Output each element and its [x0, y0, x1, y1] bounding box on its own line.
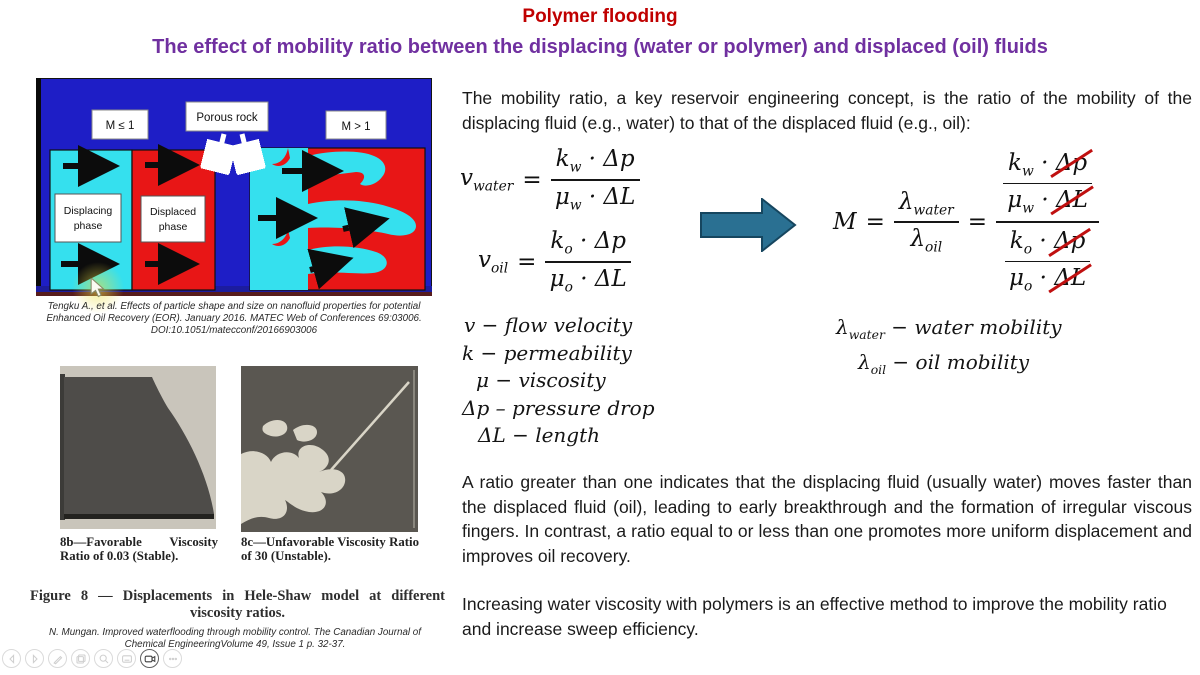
v-water-fraction: kw · Δp μw · ΔL: [550, 146, 640, 213]
previous-slide-button[interactable]: [2, 649, 21, 668]
label-porous-rock: Porous rock: [185, 101, 269, 132]
def-pressure-drop: Δp – pressure drop: [462, 395, 655, 420]
page-subtitle: The effect of mobility ratio between the…: [152, 36, 1048, 58]
svg-text:phase: phase: [159, 221, 188, 233]
def-viscosity: μ − viscosity: [476, 368, 606, 392]
mobility-ratio-diagram: M ≤ 1 Porous rock M > 1 Displacing phase: [35, 77, 433, 301]
camera-icon: [144, 655, 155, 662]
photo-unfavorable-ratio: [241, 366, 418, 537]
presenter-toolbar: [2, 649, 182, 668]
implies-arrow-icon: [700, 198, 797, 252]
svg-text:Displaced: Displaced: [150, 206, 196, 218]
more-icon: [168, 657, 177, 660]
pen-icon: [53, 655, 62, 665]
mouse-cursor: [90, 278, 105, 298]
magnifier-icon: [99, 654, 108, 663]
copy-slide-button[interactable]: [71, 649, 90, 668]
camera-button[interactable]: [140, 649, 159, 668]
mobility-definitions: λwater − water mobility λoil − oil mobil…: [836, 314, 1062, 383]
flow-arrows: [61, 144, 390, 290]
figure-8-citation: N. Mungan. Improved waterflooding throug…: [49, 627, 421, 651]
equation-v-water: vwater = kw · Δp μw · ΔL: [460, 146, 640, 213]
equation-v-oil: voil = ko · Δp μo · ΔL: [478, 228, 631, 295]
def-permeability: k − permeability: [462, 340, 632, 365]
more-options-button[interactable]: [163, 649, 182, 668]
page-title: Polymer flooding: [522, 6, 678, 27]
ratio-paragraph: A ratio greater than one indicates that …: [462, 472, 1192, 566]
next-slide-button[interactable]: [25, 649, 44, 668]
v-oil-fraction: ko · Δp μo · ΔL: [545, 228, 631, 295]
label-m-gt-1: M > 1: [325, 110, 387, 140]
note-card-button[interactable]: [117, 649, 136, 668]
def-oil-mobility: λoil − oil mobility: [858, 349, 1030, 377]
photo-favorable-ratio: [60, 366, 216, 534]
svg-text:phase: phase: [74, 220, 103, 232]
label-displaced-phase: Displaced phase: [140, 195, 206, 243]
previous-icon: [8, 653, 14, 664]
def-flow-velocity: v − flow velocity: [464, 313, 633, 337]
lambda-fraction: λwater λoil: [893, 189, 959, 256]
svg-text:M ≤ 1: M ≤ 1: [106, 120, 135, 132]
pen-button[interactable]: [48, 649, 67, 668]
card-icon: [121, 654, 132, 663]
label-m-le-1: M ≤ 1: [91, 109, 149, 140]
diagram-citation: Tengku A., et al. Effects of particle sh…: [46, 301, 422, 337]
svg-text:M > 1: M > 1: [341, 121, 370, 133]
porous-rock-arrows: [217, 133, 249, 162]
expanded-fraction: kw · Δp μw · ΔL ko · Δp μo · ΔL: [996, 150, 1100, 294]
label-displacing-phase: Displacing phase: [54, 193, 122, 243]
def-water-mobility: λwater − water mobility: [836, 315, 1062, 342]
variable-definitions: v − flow velocity k − permeability μ − v…: [462, 312, 655, 450]
next-icon: [32, 653, 38, 664]
equation-mobility-ratio: M = λwater λoil = kw · Δp μw · ΔL ko · Δ…: [833, 150, 1100, 294]
caption-8b: 8b—Favorable Viscosity Ratio of 0.03 (St…: [60, 535, 218, 564]
caption-8c: 8c—Unfavorable Viscosity Ratio of 30 (Un…: [241, 535, 419, 564]
copy-icon: [75, 653, 86, 664]
def-length: ΔL − length: [478, 423, 601, 447]
intro-paragraph: The mobility ratio, a key reservoir engi…: [462, 88, 1192, 133]
figure-8-caption: Figure 8 — Displacements in Hele-Shaw mo…: [30, 588, 445, 621]
zoom-button[interactable]: [94, 649, 113, 668]
svg-text:Porous rock: Porous rock: [196, 112, 258, 124]
svg-text:Displacing: Displacing: [64, 205, 113, 217]
polymer-paragraph: Increasing water viscosity with polymers…: [462, 594, 1167, 639]
